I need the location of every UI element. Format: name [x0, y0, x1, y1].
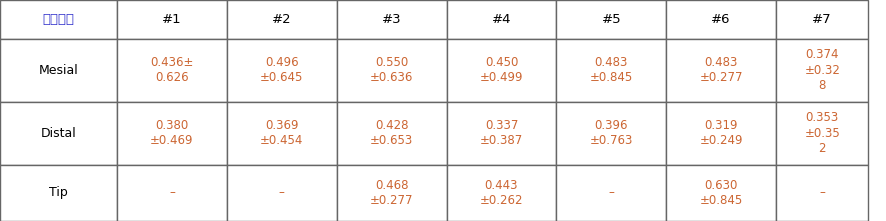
- Text: #6: #6: [711, 13, 731, 26]
- Bar: [227, 39, 337, 102]
- Bar: [776, 102, 868, 165]
- Text: 0.369
±0.454: 0.369 ±0.454: [260, 119, 303, 147]
- Bar: [0, 165, 117, 221]
- Bar: [447, 165, 556, 221]
- Text: 치아번호: 치아번호: [43, 13, 74, 26]
- Text: 0.630
±0.845: 0.630 ±0.845: [700, 179, 742, 207]
- Bar: [227, 165, 337, 221]
- Text: 0.450
±0.499: 0.450 ±0.499: [479, 56, 524, 84]
- Text: 0.337
±0.387: 0.337 ±0.387: [480, 119, 523, 147]
- Bar: [117, 102, 227, 165]
- Bar: [0, 0, 117, 39]
- Text: Tip: Tip: [49, 186, 68, 199]
- Text: 0.496
±0.645: 0.496 ±0.645: [260, 56, 303, 84]
- Bar: [227, 102, 337, 165]
- Text: #2: #2: [272, 13, 291, 26]
- Text: –: –: [279, 186, 284, 199]
- Text: #4: #4: [492, 13, 511, 26]
- Bar: [776, 0, 868, 39]
- Text: 0.483
±0.277: 0.483 ±0.277: [699, 56, 743, 84]
- Text: 0.468
±0.277: 0.468 ±0.277: [369, 179, 414, 207]
- Bar: [227, 0, 337, 39]
- Text: #3: #3: [382, 13, 401, 26]
- Bar: [556, 102, 666, 165]
- Text: –: –: [609, 186, 614, 199]
- Text: Distal: Distal: [41, 127, 76, 140]
- Bar: [556, 39, 666, 102]
- Bar: [337, 165, 447, 221]
- Bar: [0, 102, 117, 165]
- Text: #7: #7: [812, 13, 832, 26]
- Text: 0.374
±0.32
8: 0.374 ±0.32 8: [804, 48, 840, 92]
- Text: #1: #1: [162, 13, 182, 26]
- Bar: [337, 102, 447, 165]
- Bar: [117, 165, 227, 221]
- Bar: [556, 0, 666, 39]
- Bar: [666, 39, 776, 102]
- Text: #5: #5: [602, 13, 621, 26]
- Text: 0.353
±0.35
2: 0.353 ±0.35 2: [804, 111, 840, 155]
- Bar: [556, 165, 666, 221]
- Bar: [337, 39, 447, 102]
- Text: 0.319
±0.249: 0.319 ±0.249: [699, 119, 743, 147]
- Bar: [117, 0, 227, 39]
- Bar: [447, 0, 556, 39]
- Bar: [447, 102, 556, 165]
- Bar: [776, 39, 868, 102]
- Bar: [337, 0, 447, 39]
- Text: 0.436±
0.626: 0.436± 0.626: [151, 56, 193, 84]
- Text: 0.550
±0.636: 0.550 ±0.636: [370, 56, 413, 84]
- Bar: [666, 165, 776, 221]
- Bar: [447, 39, 556, 102]
- Bar: [117, 39, 227, 102]
- Text: 0.428
±0.653: 0.428 ±0.653: [370, 119, 413, 147]
- Text: 0.483
±0.845: 0.483 ±0.845: [590, 56, 633, 84]
- Text: 0.443
±0.262: 0.443 ±0.262: [479, 179, 524, 207]
- Text: –: –: [169, 186, 175, 199]
- Text: Mesial: Mesial: [39, 64, 78, 77]
- Bar: [666, 102, 776, 165]
- Bar: [776, 165, 868, 221]
- Text: –: –: [820, 186, 825, 199]
- Text: 0.396
±0.763: 0.396 ±0.763: [590, 119, 633, 147]
- Bar: [666, 0, 776, 39]
- Bar: [0, 39, 117, 102]
- Text: 0.380
±0.469: 0.380 ±0.469: [150, 119, 194, 147]
